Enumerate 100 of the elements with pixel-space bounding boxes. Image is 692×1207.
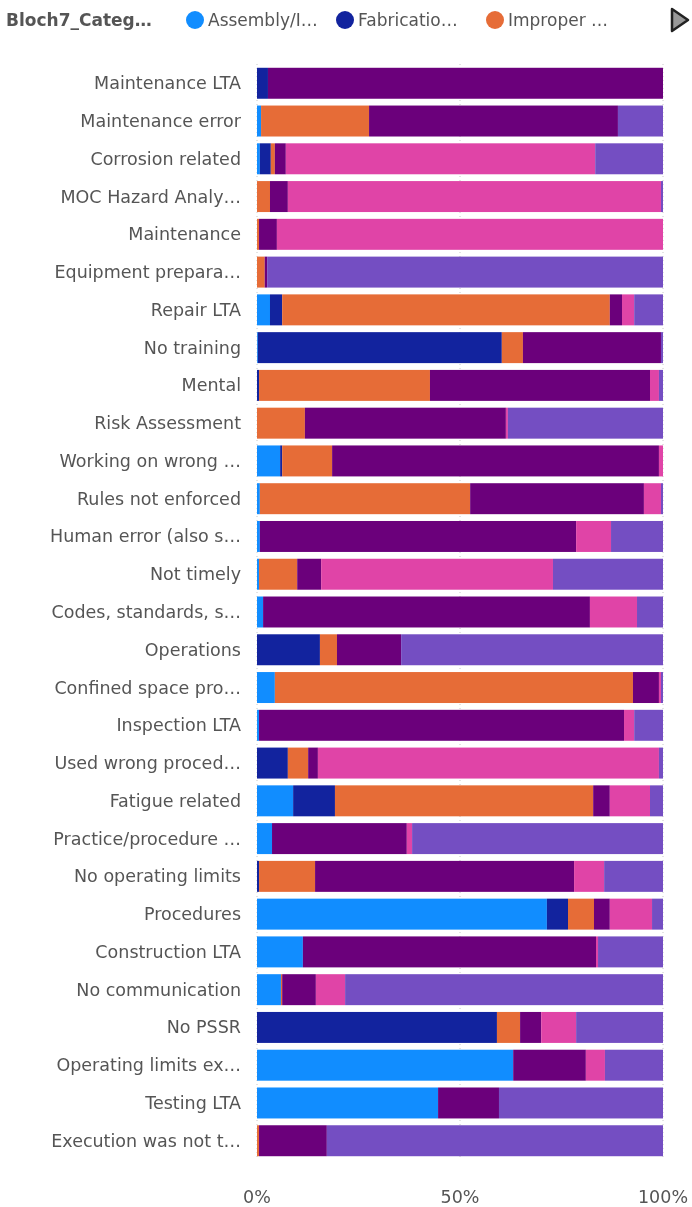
bar — [609, 785, 651, 817]
bar — [326, 1125, 663, 1157]
bar — [270, 143, 275, 175]
bar — [257, 747, 288, 779]
bar — [321, 558, 553, 590]
bar — [634, 709, 663, 741]
bar — [652, 898, 663, 930]
bar — [257, 785, 294, 817]
bar — [522, 332, 661, 364]
y-tick-label: Practice/procedure … — [53, 828, 241, 849]
bar — [369, 105, 618, 137]
bar — [297, 558, 322, 590]
bar — [593, 898, 610, 930]
bar — [274, 143, 286, 175]
bar — [257, 407, 305, 439]
bar — [552, 558, 663, 590]
bar — [658, 445, 663, 477]
bar — [513, 1049, 586, 1081]
bar — [336, 634, 402, 666]
bar — [505, 407, 508, 439]
y-tick-label: No training — [143, 337, 241, 358]
bar — [406, 823, 413, 855]
bar — [595, 143, 663, 175]
bar — [660, 483, 663, 515]
bar — [637, 596, 663, 628]
bar — [285, 143, 596, 175]
y-tick-label: Risk Assessment — [94, 413, 242, 434]
bar — [412, 823, 663, 855]
bar — [317, 747, 659, 779]
bar — [660, 332, 663, 364]
legend-label: Assembly/I… — [208, 10, 318, 30]
y-tick-label: Procedures — [143, 904, 241, 925]
y-tick-label: Used wrong proced… — [54, 753, 241, 774]
bar — [257, 974, 281, 1006]
y-tick-label: Maintenance error — [80, 111, 242, 132]
bar — [345, 974, 663, 1006]
bar — [576, 520, 612, 552]
bar — [257, 709, 260, 741]
y-tick-label: Testing LTA — [144, 1092, 242, 1113]
bar — [257, 558, 260, 590]
bar — [593, 785, 610, 817]
bar — [308, 747, 318, 779]
bar — [611, 520, 663, 552]
y-tick-label: Operations — [144, 639, 241, 660]
bar — [609, 294, 622, 326]
y-tick-label: Construction LTA — [95, 941, 242, 962]
bar — [267, 67, 663, 99]
bar — [259, 483, 471, 515]
bar — [660, 181, 663, 213]
bar — [269, 181, 288, 213]
x-tick-label: 50% — [440, 1187, 480, 1207]
y-tick-label: Rules not enforced — [76, 488, 241, 509]
bar — [263, 596, 590, 628]
bar — [546, 898, 568, 930]
x-tick-label: 100% — [637, 1187, 689, 1207]
y-tick-label: Operating limits ex… — [56, 1055, 241, 1076]
bar — [498, 1087, 663, 1119]
bar — [334, 785, 594, 817]
x-tick-label: 0% — [243, 1187, 271, 1207]
bar — [576, 1011, 663, 1043]
bar — [259, 558, 298, 590]
bar — [315, 860, 575, 892]
y-tick-label: No communication — [76, 979, 241, 1000]
bar — [257, 105, 262, 137]
bar — [257, 1125, 260, 1157]
y-tick-label: No PSSR — [166, 1017, 241, 1038]
bar — [261, 105, 370, 137]
bar — [319, 634, 337, 666]
bar — [507, 407, 663, 439]
bar — [574, 860, 605, 892]
bar — [429, 369, 651, 401]
bar — [257, 67, 268, 99]
y-tick-label: Codes, standards, s… — [51, 602, 241, 622]
bar — [632, 672, 659, 704]
bar — [274, 672, 633, 704]
bar — [604, 1049, 663, 1081]
y-tick-label: Confined space pro… — [54, 677, 241, 698]
y-tick-label: Mental — [181, 375, 241, 396]
bar — [596, 936, 599, 968]
bar — [658, 747, 663, 779]
bar — [520, 1011, 542, 1043]
y-tick-label: Fatigue related — [109, 790, 241, 811]
bar — [609, 898, 653, 930]
bar — [257, 860, 260, 892]
bar — [259, 1125, 327, 1157]
bar — [259, 520, 577, 552]
bar — [643, 483, 661, 515]
bar — [259, 860, 316, 892]
bar — [282, 445, 333, 477]
bar — [332, 445, 659, 477]
bar — [624, 709, 635, 741]
bar — [276, 218, 663, 250]
legend-title: Bloch7_Categ… — [6, 10, 152, 30]
bar — [257, 823, 273, 855]
bar — [257, 181, 270, 213]
bar — [634, 294, 663, 326]
y-tick-label: Maintenance — [128, 224, 241, 245]
bar — [287, 181, 661, 213]
bar — [257, 294, 270, 326]
bar — [589, 596, 638, 628]
